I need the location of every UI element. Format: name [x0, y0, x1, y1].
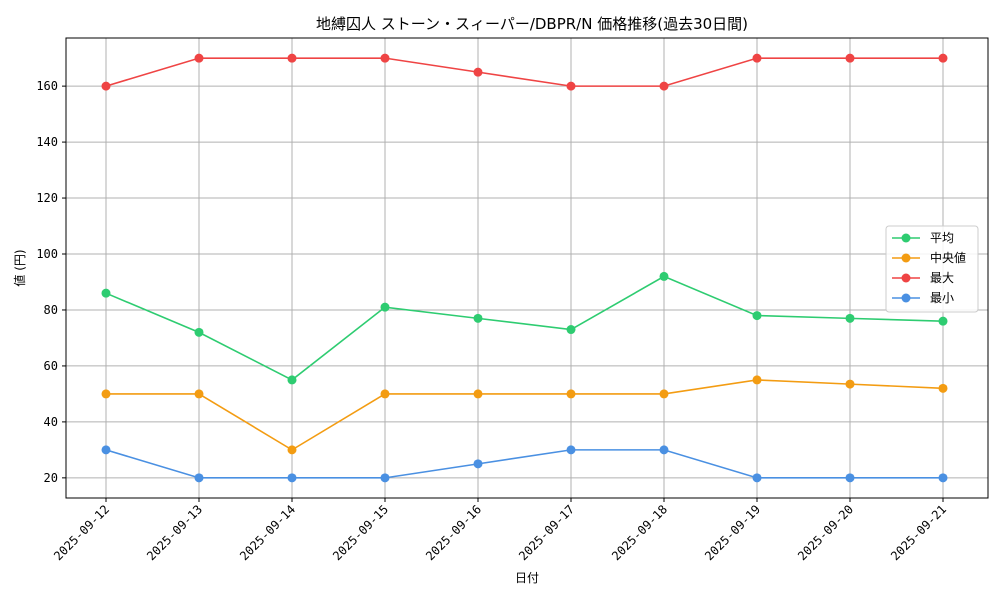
series-group [101, 53, 948, 483]
data-point [659, 445, 669, 455]
x-tick-label: 2025-09-13 [144, 502, 205, 563]
legend-box [885, 225, 979, 313]
x-tick-label: 2025-09-18 [609, 502, 670, 563]
data-point [380, 473, 390, 483]
data-point [101, 288, 111, 298]
data-point [752, 53, 762, 63]
x-axis-label: 日付 [515, 571, 539, 585]
y-axis-label: 値 (円) [12, 249, 27, 286]
data-point [287, 53, 297, 63]
legend-label: 最小 [930, 291, 954, 305]
data-point [194, 53, 204, 63]
x-tick-label: 2025-09-19 [702, 502, 763, 563]
y-tick-label: 160 [36, 79, 58, 93]
data-point [101, 445, 111, 455]
series-line [105, 275, 944, 381]
data-point [473, 389, 483, 399]
y-tick-label: 120 [36, 191, 58, 205]
y-tick-label: 40 [44, 415, 58, 429]
data-point [566, 325, 576, 335]
data-point [287, 473, 297, 483]
data-point [101, 81, 111, 91]
data-point [752, 311, 762, 321]
x-tick-label: 2025-09-21 [888, 502, 949, 563]
series-3 [101, 445, 948, 483]
series-line [105, 449, 943, 479]
data-point [380, 302, 390, 312]
data-point [659, 389, 669, 399]
data-point [287, 445, 297, 455]
x-tick-label: 2025-09-20 [795, 502, 856, 563]
y-tick-label: 140 [36, 135, 58, 149]
data-point [845, 313, 855, 323]
data-point [845, 473, 855, 483]
x-tick-label: 2025-09-12 [51, 502, 112, 563]
series-line [105, 57, 943, 87]
series-2 [101, 53, 948, 91]
legend-label: 最大 [930, 271, 954, 285]
y-tick-label: 20 [44, 471, 58, 485]
data-point [566, 445, 576, 455]
y-tick-label: 100 [36, 247, 58, 261]
y-axis: 20 40 60 80 100 120 140 160 [36, 79, 66, 485]
x-tick-label: 2025-09-17 [516, 502, 577, 563]
series-1 [101, 375, 948, 455]
data-point [938, 473, 948, 483]
series-0 [101, 271, 948, 385]
y-tick-label: 60 [44, 359, 58, 373]
data-point [659, 81, 669, 91]
legend-marker [901, 233, 911, 243]
data-point [938, 316, 948, 326]
legend-marker [901, 273, 911, 283]
data-point [287, 375, 297, 385]
x-tick-label: 2025-09-16 [423, 502, 484, 563]
data-point [566, 389, 576, 399]
series-line [106, 379, 944, 451]
x-tick-label: 2025-09-15 [330, 502, 391, 563]
data-point [938, 53, 948, 63]
data-point [659, 271, 669, 281]
data-point [473, 459, 483, 469]
data-point [194, 327, 204, 337]
data-point [473, 313, 483, 323]
data-point [845, 379, 855, 389]
data-point [845, 53, 855, 63]
data-point [938, 383, 948, 393]
data-point [566, 81, 576, 91]
grid [66, 38, 988, 498]
legend-marker [901, 253, 911, 263]
chart-title: 地縛囚人 ストーン・スィーパー/DBPR/N 価格推移(過去30日間) [316, 15, 748, 33]
y-tick-label: 80 [44, 303, 58, 317]
legend-label: 平均 [930, 231, 954, 245]
data-point [194, 473, 204, 483]
data-point [473, 67, 483, 77]
legend-label: 中央値 [930, 250, 966, 265]
x-axis: 2025-09-12 2025-09-13 2025-09-14 2025-09-15… [51, 498, 949, 563]
data-point [752, 473, 762, 483]
data-point [380, 389, 390, 399]
legend-marker [901, 293, 911, 303]
data-point [752, 375, 762, 385]
data-point [101, 389, 111, 399]
plot-area [65, 37, 989, 499]
data-point [380, 53, 390, 63]
x-tick-label: 2025-09-14 [237, 502, 298, 563]
data-point [194, 389, 204, 399]
